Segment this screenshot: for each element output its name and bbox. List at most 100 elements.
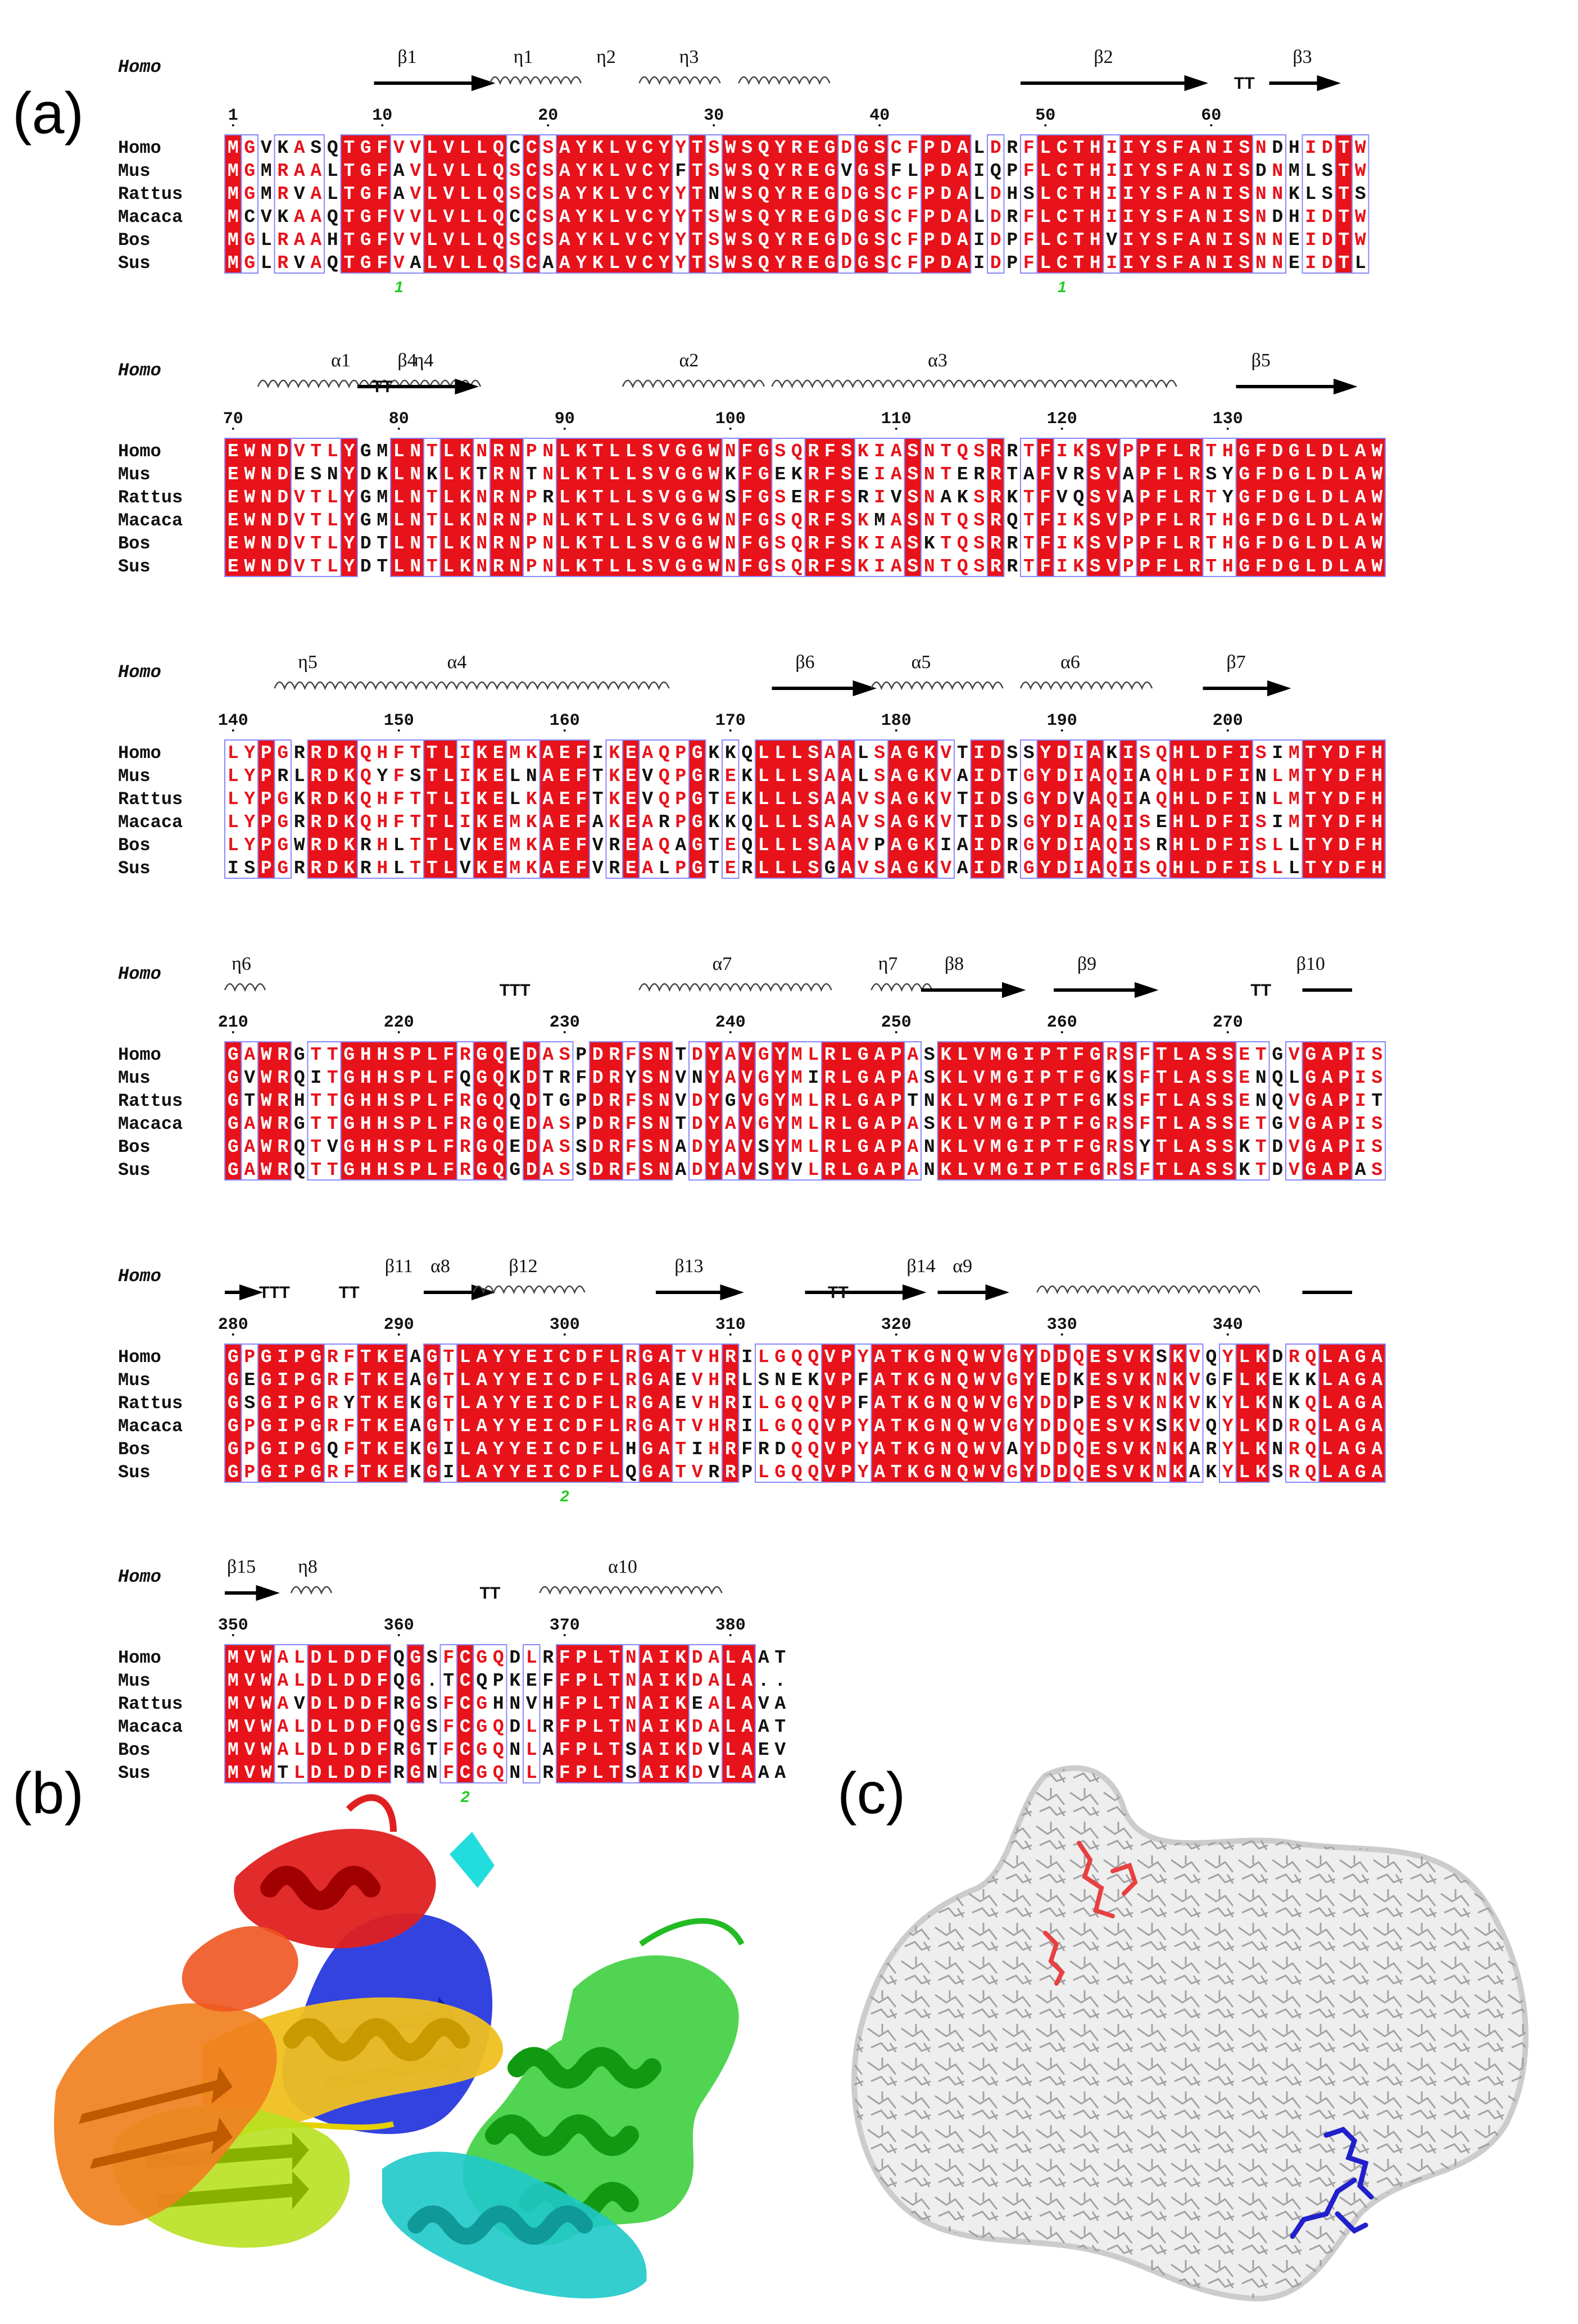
secondary-structure-label: η2 <box>596 47 616 67</box>
red-residue-sticks <box>1043 1841 1138 1986</box>
identical-residue-box <box>1120 740 1137 878</box>
species-name: Rattus <box>118 184 183 205</box>
turn-label: TT <box>372 378 393 396</box>
species-name: Homo <box>118 441 161 462</box>
identical-residue-box <box>258 740 275 878</box>
species-name: Rattus <box>118 487 183 508</box>
identical-residue-box <box>225 438 291 577</box>
secondary-structure-label: β12 <box>509 1256 537 1277</box>
identical-residue-box <box>1319 1344 1385 1482</box>
residue-number: 350 <box>218 1616 248 1635</box>
secondary-structure-label: α2 <box>679 350 699 371</box>
identical-residue-box <box>490 438 523 577</box>
identical-residue-box <box>738 438 772 577</box>
identical-residue-box <box>722 1344 739 1482</box>
residue-number: 290 <box>384 1315 414 1335</box>
secondary-structure-label: η5 <box>298 652 318 673</box>
residue-number: 140 <box>218 711 248 730</box>
secondary-structure-label: β5 <box>1251 350 1271 371</box>
identical-residue-box <box>1037 740 1071 878</box>
helix-coil <box>738 76 831 85</box>
species-name: Sus <box>118 253 151 274</box>
identical-residue-box <box>341 1042 457 1180</box>
turn-label: TT <box>480 1584 501 1603</box>
beta-strand-arrow <box>357 378 479 395</box>
identical-residue-box <box>904 438 921 577</box>
secondary-structure-label: η3 <box>679 47 699 67</box>
secondary-structure-label: β7 <box>1226 652 1245 673</box>
turn-label: TTT <box>259 1283 290 1302</box>
identical-residue-box <box>1037 438 1054 577</box>
beta-strand-arrow <box>374 75 496 92</box>
secondary-structure-label: α6 <box>1060 652 1080 673</box>
beta-strand-arrow <box>1269 75 1341 92</box>
secondary-structure-label: β13 <box>674 1256 703 1277</box>
helix-coil <box>1036 1285 1260 1295</box>
residue-number: 270 <box>1213 1013 1243 1032</box>
species-name: Rattus <box>118 1393 183 1414</box>
orange-sheet-domain <box>54 2003 277 2226</box>
helix-coil <box>622 379 765 389</box>
red-helix-domain <box>234 1794 436 1949</box>
turn-label: TTT <box>500 981 530 1000</box>
beta-strand-arrow <box>772 680 877 697</box>
residue-number: 300 <box>550 1315 580 1335</box>
residue-number: 190 <box>1047 711 1077 730</box>
identical-residue-box <box>921 135 971 273</box>
species-name: Mus <box>118 1671 151 1691</box>
identical-residue-box <box>838 740 855 878</box>
secondary-structure-label: β9 <box>1077 954 1096 974</box>
helix-coil <box>771 379 1177 389</box>
reference-species-label: Homo <box>118 964 161 984</box>
identical-residue-box <box>722 1645 755 1783</box>
turn-label: TT <box>1234 74 1255 93</box>
species-name: Sus <box>118 858 151 879</box>
residue-number: 370 <box>550 1616 580 1635</box>
secondary-structure-label: β10 <box>1296 954 1325 974</box>
identical-residue-box <box>855 135 888 273</box>
species-name: Sus <box>118 1763 151 1783</box>
secondary-structure-label: η7 <box>878 954 898 974</box>
blue-residue-sticks <box>1290 2126 1374 2239</box>
identical-residue-box <box>590 1042 623 1180</box>
alignment-block: Homo TTT TT β11 α8 β12 β13 TT β14 α9 280 290 300 310 3… <box>0 1242 1578 1534</box>
secondary-structure-label: β8 <box>945 954 964 974</box>
species-name: Mus <box>118 161 151 181</box>
secondary-structure-label: η4 <box>414 350 434 371</box>
beta-strand-arrow <box>805 1284 927 1301</box>
secondary-structure-label: α10 <box>608 1556 637 1577</box>
identical-residue-box <box>341 438 357 577</box>
beta-strand-arrow <box>1236 378 1358 395</box>
identical-residue-box <box>888 740 938 878</box>
species-name: Rattus <box>118 1091 183 1111</box>
residue-number: 40 <box>869 106 890 125</box>
residue-number: 110 <box>881 410 912 429</box>
panel-label-a: (a) <box>12 81 84 146</box>
panel-label-b: (b) <box>12 1761 84 1826</box>
identical-residue-box <box>407 1645 424 1783</box>
identical-residue-box <box>1120 1042 1137 1180</box>
species-name: Sus <box>118 556 151 577</box>
identical-residue-box <box>424 740 457 878</box>
reference-species-label: Homo <box>118 662 161 683</box>
identical-residue-box <box>805 438 855 577</box>
secondary-structure-label: α9 <box>953 1256 972 1277</box>
secondary-structure-label: α8 <box>430 1256 450 1277</box>
turn-label: TT <box>828 1283 849 1302</box>
secondary-structure-label: α7 <box>713 954 732 974</box>
identical-residue-box <box>1087 1344 1153 1482</box>
identical-residue-box <box>772 1042 788 1180</box>
species-name: Homo <box>118 1647 161 1668</box>
residue-number: 30 <box>704 106 724 125</box>
identical-residue-box <box>440 438 474 577</box>
reference-species-label: Homo <box>118 1266 161 1287</box>
species-name: Macaca <box>118 1114 183 1134</box>
